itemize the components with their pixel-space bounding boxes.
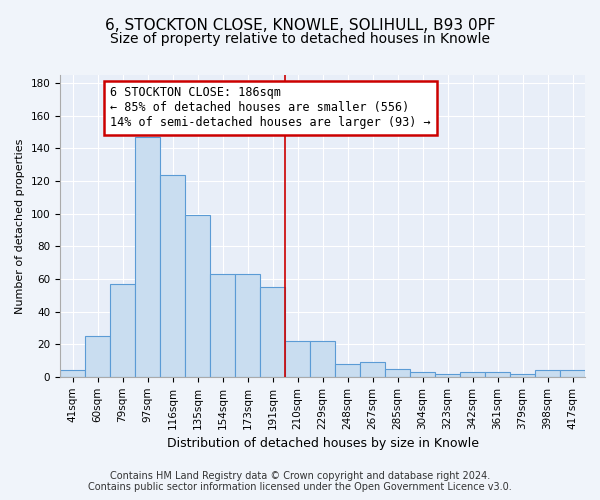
Bar	[435, 374, 460, 377]
Bar	[360, 362, 385, 377]
Text: 6 STOCKTON CLOSE: 186sqm
← 85% of detached houses are smaller (556)
14% of semi-: 6 STOCKTON CLOSE: 186sqm ← 85% of detach…	[110, 86, 431, 130]
Bar	[135, 137, 160, 377]
Bar	[335, 364, 360, 377]
Bar	[110, 284, 135, 377]
Bar	[560, 370, 585, 377]
Bar	[385, 368, 410, 377]
Bar	[85, 336, 110, 377]
Bar	[535, 370, 560, 377]
Y-axis label: Number of detached properties: Number of detached properties	[15, 138, 25, 314]
Bar	[285, 341, 310, 377]
Text: Contains HM Land Registry data © Crown copyright and database right 2024.
Contai: Contains HM Land Registry data © Crown c…	[88, 471, 512, 492]
Text: Size of property relative to detached houses in Knowle: Size of property relative to detached ho…	[110, 32, 490, 46]
Bar	[235, 274, 260, 377]
Bar	[160, 174, 185, 377]
Bar	[310, 341, 335, 377]
Bar	[460, 372, 485, 377]
Bar	[260, 287, 285, 377]
Bar	[410, 372, 435, 377]
Bar	[185, 216, 210, 377]
Bar	[485, 372, 510, 377]
Text: 6, STOCKTON CLOSE, KNOWLE, SOLIHULL, B93 0PF: 6, STOCKTON CLOSE, KNOWLE, SOLIHULL, B93…	[104, 18, 496, 32]
Bar	[210, 274, 235, 377]
X-axis label: Distribution of detached houses by size in Knowle: Distribution of detached houses by size …	[167, 437, 479, 450]
Bar	[60, 370, 85, 377]
Bar	[510, 374, 535, 377]
